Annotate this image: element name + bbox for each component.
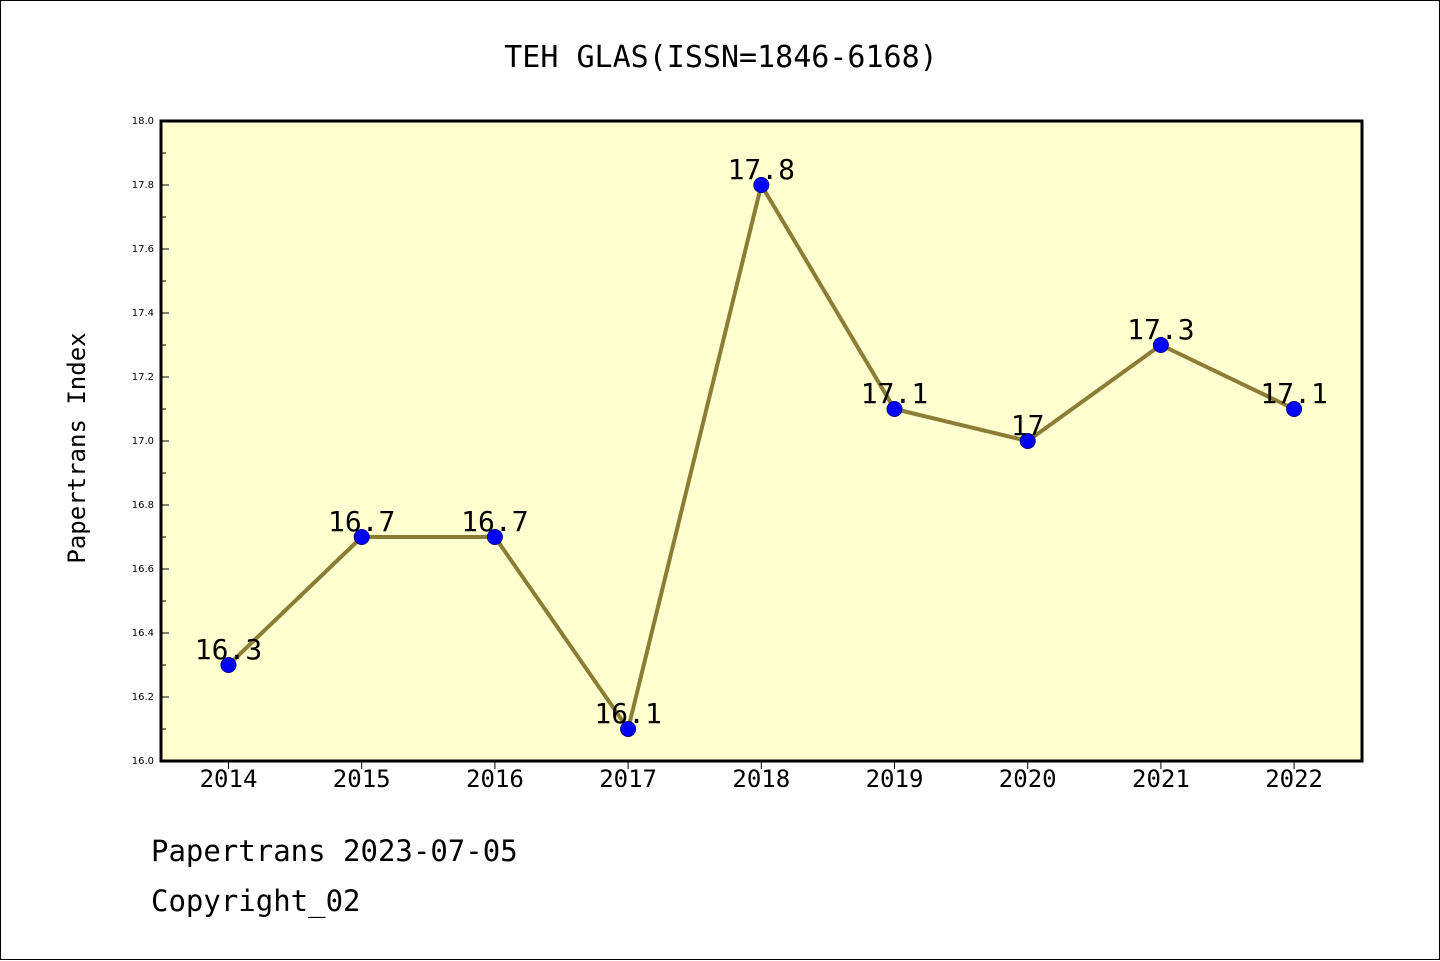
- x-tick-label: 2022: [1265, 765, 1323, 793]
- data-point: [220, 657, 237, 673]
- x-tick-label: 2021: [1132, 765, 1190, 793]
- y-tick-label: 16.2: [132, 692, 154, 703]
- x-tick-label: 2019: [866, 765, 924, 793]
- data-point: [753, 177, 770, 193]
- footer-date: Papertrans 2023-07-05: [151, 834, 518, 868]
- plot-border: [159, 119, 1364, 763]
- y-tick-label: 18.0: [132, 116, 154, 127]
- data-label: 16.7: [461, 505, 528, 538]
- data-label: 17.1: [1260, 377, 1327, 410]
- data-point: [620, 721, 637, 737]
- x-tick-label: 2020: [999, 765, 1057, 793]
- data-point: [486, 529, 503, 545]
- data-label: 17.8: [728, 153, 795, 186]
- chart-title: TEH GLAS(ISSN=1846-6168): [504, 40, 937, 75]
- y-tick-label: 16.8: [132, 500, 154, 511]
- data-label: 17: [1011, 409, 1045, 442]
- y-tick-label: 16.6: [132, 564, 154, 575]
- data-label: 16.3: [195, 633, 262, 666]
- plot-area: 16.0 16.2 16.4 16.6 16.8 17.0 17.2 17.4 17.6 17.8…: [132, 116, 1364, 793]
- y-tick-label: 17.8: [132, 180, 154, 191]
- y-tick-label: 17.4: [132, 308, 154, 319]
- data-label: 16.7: [328, 505, 395, 538]
- data-label: 16.1: [594, 697, 661, 730]
- footer-copyright: Copyright_02: [151, 884, 361, 918]
- y-axis-label: Papertrans Index: [63, 332, 91, 563]
- y-tick-label: 17.2: [132, 372, 154, 383]
- x-tick-label: 2018: [732, 765, 790, 793]
- data-point: [1286, 401, 1303, 417]
- y-tick-label: 17.6: [132, 244, 154, 255]
- data-label: 17.3: [1127, 313, 1194, 346]
- data-point: [1152, 337, 1169, 353]
- data-point: [1019, 433, 1036, 449]
- data-label: 17.1: [861, 377, 928, 410]
- x-tick-label: 2015: [333, 765, 391, 793]
- data-point: [886, 401, 903, 417]
- x-tick-label: 2017: [599, 765, 657, 793]
- plot-background: [161, 121, 1362, 761]
- x-tick-label: 2016: [466, 765, 524, 793]
- y-tick-label: 16.4: [132, 628, 154, 639]
- x-tick-label: 2014: [200, 765, 258, 793]
- y-tick-label: 16.0: [132, 756, 154, 767]
- y-tick-label: 17.0: [132, 436, 154, 447]
- data-point: [353, 529, 370, 545]
